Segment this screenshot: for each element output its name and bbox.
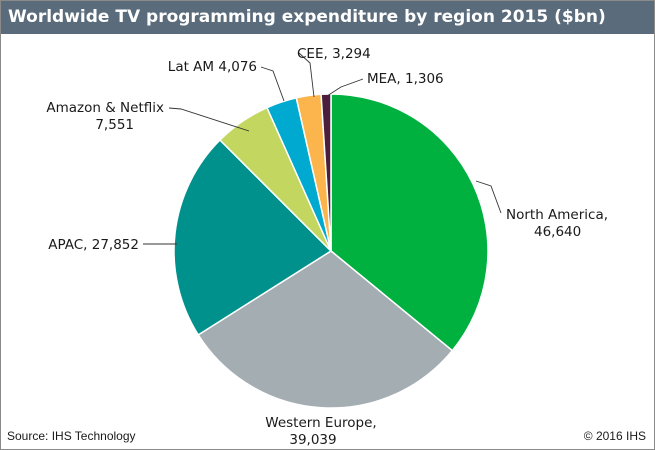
slice-label-line: 46,640 bbox=[534, 224, 581, 240]
slice-label-western-europe: Western Europe, 39,039 bbox=[265, 415, 376, 448]
pie-slice-apac bbox=[173, 138, 333, 336]
slice-label-line: MEA, 1,306 bbox=[367, 71, 444, 87]
slice-label-mea: MEA, 1,306 bbox=[367, 71, 444, 87]
leader-line-lat-am bbox=[260, 66, 285, 102]
slice-labels: North America, 46,640 Western Europe, 39,03… bbox=[46, 46, 608, 448]
source-note: Source: IHS Technology bbox=[7, 429, 136, 443]
slice-label-line: CEE, 3,294 bbox=[297, 46, 371, 62]
slice-label-cee: CEE, 3,294 bbox=[297, 46, 371, 62]
pie-slice-mea bbox=[320, 93, 332, 252]
slice-label-line: APAC, 27,852 bbox=[48, 237, 139, 253]
leader-line-amazon-netflix bbox=[168, 107, 250, 132]
copyright-note: © 2016 IHS bbox=[583, 429, 646, 443]
leader-line-mea bbox=[326, 78, 364, 97]
pie-slice-north-america bbox=[330, 93, 489, 352]
pie-slices bbox=[173, 93, 489, 409]
slice-label-line: 7,551 bbox=[95, 117, 134, 133]
pie-slice-western-europe bbox=[197, 250, 454, 409]
leader-lines bbox=[143, 52, 502, 245]
slice-label-north-america: North America, 46,640 bbox=[506, 207, 608, 240]
slice-label-line: 39,039 bbox=[289, 432, 336, 448]
slice-label-apac: APAC, 27,852 bbox=[48, 237, 139, 253]
slice-label-lat-am: Lat AM 4,076 bbox=[168, 59, 257, 75]
slice-label-line: North America, bbox=[506, 207, 608, 223]
slice-label-amazon-netflix: Amazon & Netflix 7,551 bbox=[46, 100, 164, 133]
leader-line-north-america bbox=[475, 180, 502, 214]
slice-label-line: Lat AM 4,076 bbox=[168, 59, 257, 75]
chart-title: Worldwide TV programming expenditure by … bbox=[1, 1, 654, 34]
slice-label-line: Amazon & Netflix bbox=[46, 100, 164, 116]
slice-label-line: Western Europe, bbox=[265, 415, 376, 431]
leader-line-cee bbox=[298, 52, 315, 98]
